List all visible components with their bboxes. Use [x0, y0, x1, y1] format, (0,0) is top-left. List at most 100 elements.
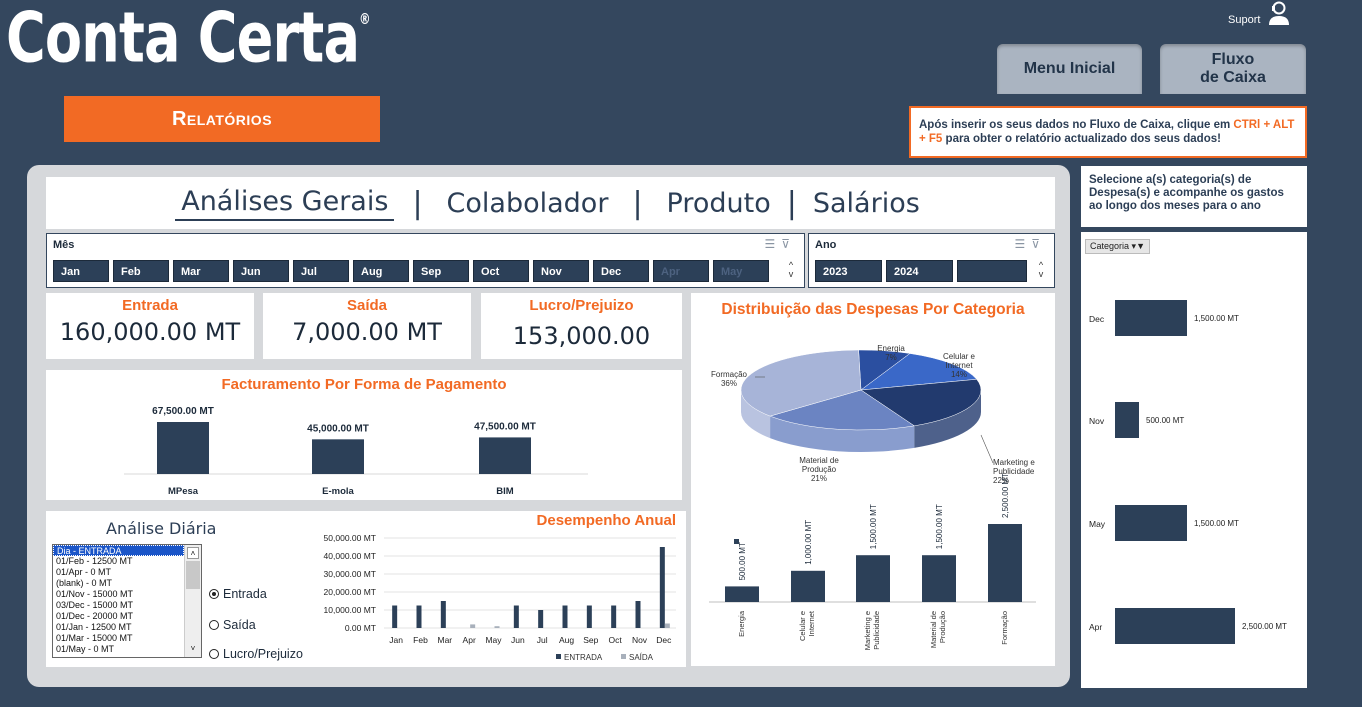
refresh-instruction: Após inserir os seus dados no Fluxo de C…: [909, 106, 1307, 158]
fluxo-line2: de Caixa: [1200, 69, 1266, 86]
tab-colaborador[interactable]: Colabolador: [446, 187, 609, 219]
slicer-mes-item[interactable]: Jul: [293, 260, 349, 282]
listbox-item[interactable]: 01/Feb - 12500 MT: [56, 556, 133, 566]
bar: [856, 555, 890, 602]
bar: [791, 570, 825, 602]
slicer-toolbar: ☰⊽: [764, 237, 796, 251]
slicer-mes-items: Jan Feb Mar Jun Jul Aug Sep Oct Nov Dec Apr May: [53, 260, 769, 282]
clear-filter-icon[interactable]: ⊽: [1031, 237, 1046, 251]
listbox-scrollbar[interactable]: ˄ ˅: [184, 545, 201, 657]
pie-label: Energia 7%: [877, 344, 905, 362]
bar-entrada: [562, 605, 568, 628]
tab-salarios[interactable]: Salários: [812, 187, 920, 219]
kpi-label: Entrada: [122, 297, 178, 314]
data-label: 1,000.00 MT: [804, 520, 813, 565]
slicer-mes-item[interactable]: May: [713, 260, 769, 282]
slicer-mes-item[interactable]: Jan: [53, 260, 109, 282]
listbox-item[interactable]: 01/Dec - 20000 MT: [56, 611, 134, 621]
legend-marker: [734, 539, 739, 544]
data-label: 1,500.00 MT: [935, 504, 944, 549]
slicer-mes-item[interactable]: Feb: [113, 260, 169, 282]
bar: [988, 524, 1022, 602]
bar-entrada: [586, 605, 592, 628]
tab-analises-gerais[interactable]: Análises Gerais: [175, 186, 395, 221]
support-link[interactable]: Suport: [1228, 0, 1298, 30]
category-label: Formação: [1000, 611, 1009, 645]
diaria-listbox[interactable]: ˄ ˅ Dia - ENTRADA 01/Feb - 12500 MT 01/Apr…: [52, 544, 202, 658]
bar: [312, 439, 364, 474]
slicer-mes-item[interactable]: Jun: [233, 260, 289, 282]
desempenho-title: Desempenho Anual: [536, 512, 676, 529]
brand-logo: Conta Certa®: [6, 0, 371, 79]
category-label: Dec: [1089, 314, 1105, 324]
slicer-scroll[interactable]: ^ v: [788, 260, 794, 279]
tab-produto[interactable]: Produto: [666, 187, 771, 219]
filter-icon: ▾▼: [1131, 241, 1145, 251]
fluxo-line1: Fluxo: [1211, 51, 1255, 69]
multi-select-icon[interactable]: ☰: [1014, 237, 1032, 251]
bar: [1115, 608, 1235, 644]
slicer-ano-items: 2023 2024: [815, 260, 1027, 282]
slicer-mes-item[interactable]: Dec: [593, 260, 649, 282]
listbox-item[interactable]: Dia - ENTRADA: [53, 545, 184, 556]
listbox-item[interactable]: 01/Apr - 0 MT: [56, 567, 112, 577]
kpi-value: 7,000.00 MT: [292, 318, 442, 346]
category-filter-button[interactable]: Categoria ▾▼: [1085, 239, 1150, 254]
slicer-mes-item[interactable]: Mar: [173, 260, 229, 282]
legend-entrada: ENTRADA: [564, 653, 603, 662]
slicer-mes-item[interactable]: Apr: [653, 260, 709, 282]
listbox-item[interactable]: 01/Jan - 12500 MT: [56, 622, 132, 632]
multi-select-icon[interactable]: ☰: [764, 237, 782, 251]
chart-facturamento: Facturamento Por Forma de Pagamento 67,5…: [46, 370, 682, 500]
category-label: MPesa: [168, 486, 199, 497]
pie-slice-side: [741, 390, 771, 439]
radio-label: Entrada: [223, 587, 267, 601]
pie-label: Marketing e Publicidade 22%: [993, 458, 1035, 485]
slicer-mes-item[interactable]: Oct: [473, 260, 529, 282]
slicer-mes-item[interactable]: Aug: [353, 260, 409, 282]
y-tick-label: 30,000.00 MT: [324, 569, 376, 579]
y-tick-label: 50,000.00 MT: [324, 533, 376, 543]
legend-marker-saida: [621, 654, 626, 659]
bar-entrada: [611, 605, 617, 628]
fluxo-caixa-button[interactable]: Fluxo de Caixa: [1160, 44, 1306, 94]
radio-dot: [209, 649, 219, 659]
radio-lucro[interactable]: Lucro/Prejuizo: [209, 647, 303, 661]
menu-inicial-button[interactable]: Menu Inicial: [997, 44, 1142, 94]
legend-saida: SAÍDA: [629, 653, 654, 662]
radio-label: Lucro/Prejuizo: [223, 647, 303, 661]
listbox-item[interactable]: 01/Mar - 15000 MT: [56, 633, 133, 643]
slicer-ano-item[interactable]: 2023: [815, 260, 882, 282]
facturamento-plot: 67,500.00 MT MPesa 45,000.00 MT E-mola 47,50…: [124, 406, 588, 497]
radio-dot: [209, 589, 219, 599]
radio-entrada[interactable]: Entrada: [209, 587, 267, 601]
listbox-item[interactable]: 01/Nov - 15000 MT: [56, 589, 134, 599]
slicer-mes-item[interactable]: Nov: [533, 260, 589, 282]
listbox-item[interactable]: 03/Dec - 15000 MT: [56, 600, 134, 610]
slicer-toolbar: ☰⊽: [1014, 237, 1046, 251]
slicer-ano: Ano ☰⊽ 2023 2024 ^ v: [808, 233, 1055, 288]
slicer-mes-title: Mês: [53, 239, 75, 251]
category-label: May: [1089, 519, 1106, 529]
diaria-title: Análise Diária: [106, 519, 217, 538]
clear-filter-icon[interactable]: ⊽: [781, 237, 796, 251]
report-tabs: Análises Gerais | Colabolador | Produto …: [46, 177, 1055, 229]
category-label: Material deProdução: [929, 611, 947, 648]
listbox-item[interactable]: 01/May - 0 MT: [56, 644, 115, 654]
desempenho-plot: 0.00 MT 10,000.00 MT 20,000.00 MT 30,000.00…: [324, 533, 676, 662]
pie-label: Celular e Internet 14%: [943, 352, 976, 379]
data-label: 45,000.00 MT: [307, 423, 369, 434]
slicer-scroll[interactable]: ^ v: [1038, 260, 1044, 279]
listbox-item[interactable]: (blank) - 0 MT: [56, 578, 113, 588]
slicer-ano-item[interactable]: 2024: [886, 260, 953, 282]
slicer-ano-item[interactable]: [957, 260, 1027, 282]
legend-marker-entrada: [556, 654, 561, 659]
x-tick-label: Sep: [583, 635, 598, 645]
category-instruction: Selecione a(s) categoria(s) de Despesa(s…: [1081, 166, 1307, 227]
slicer-mes-item[interactable]: Sep: [413, 260, 469, 282]
pie-slice-side: [914, 390, 981, 448]
radio-saida[interactable]: Saída: [209, 618, 256, 632]
category-label: Nov: [1089, 416, 1105, 426]
x-tick-label: Nov: [632, 635, 648, 645]
pie-slice: [860, 379, 982, 427]
